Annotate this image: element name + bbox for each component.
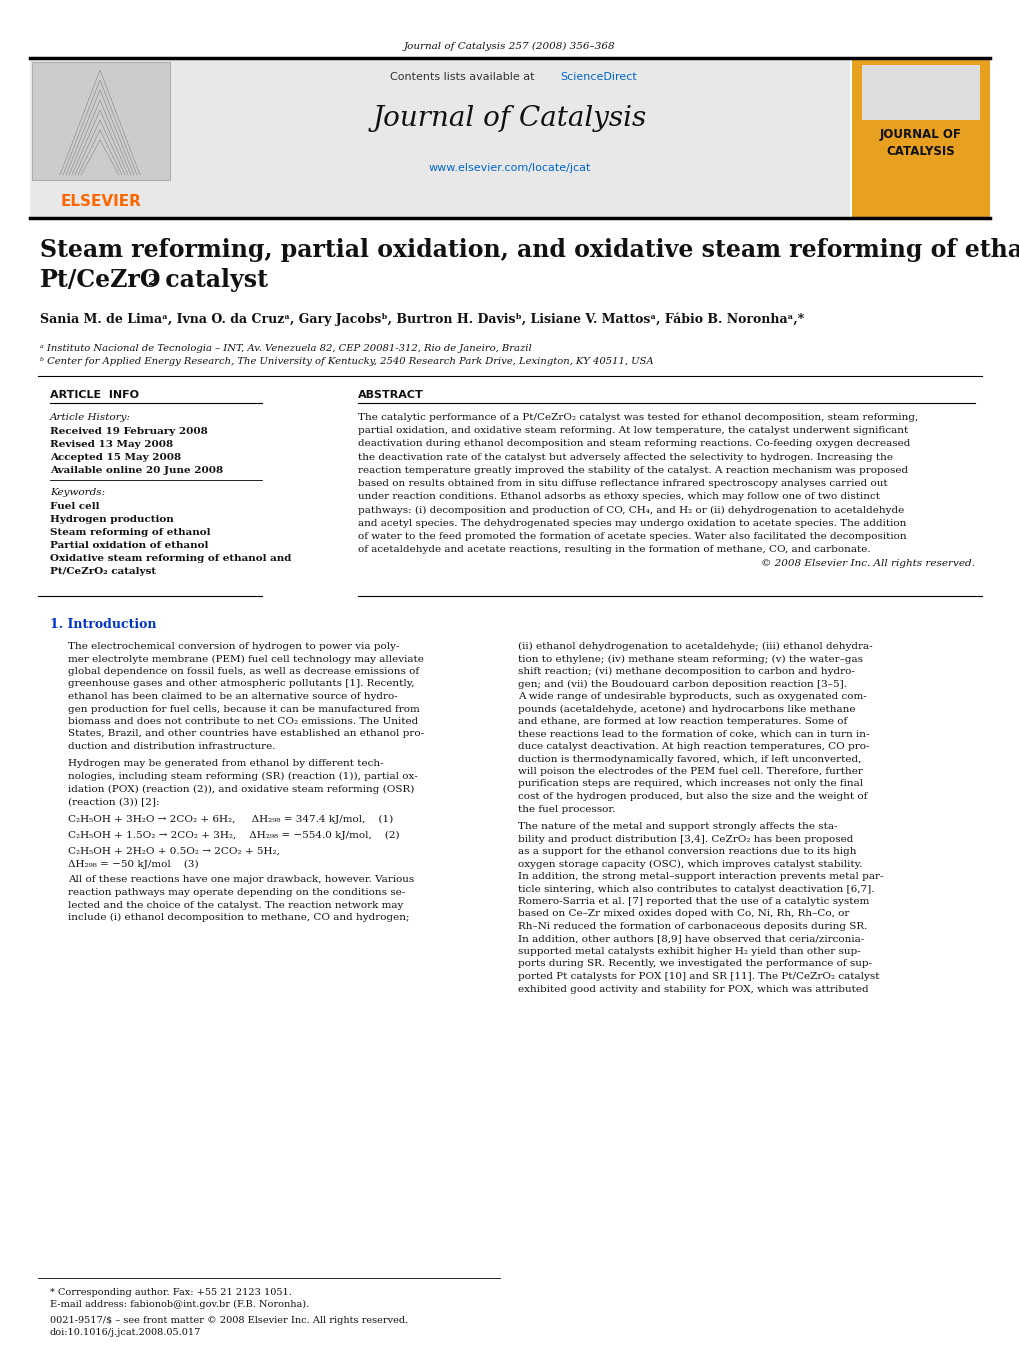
Text: supported metal catalysts exhibit higher H₂ yield than other sup-: supported metal catalysts exhibit higher… [518, 947, 860, 957]
Text: and ethane, are formed at low reaction temperatures. Some of: and ethane, are formed at low reaction t… [518, 717, 847, 725]
Text: gen; and (vii) the Boudouard carbon deposition reaction [3–5].: gen; and (vii) the Boudouard carbon depo… [518, 680, 846, 689]
Text: 2: 2 [148, 274, 158, 288]
Text: A wide range of undesirable byproducts, such as oxygenated com-: A wide range of undesirable byproducts, … [518, 692, 866, 701]
Text: deactivation during ethanol decomposition and steam reforming reactions. Co-feed: deactivation during ethanol decompositio… [358, 439, 910, 449]
Text: ARTICLE  INFO: ARTICLE INFO [50, 390, 139, 400]
Text: oxygen storage capacity (OSC), which improves catalyst stability.: oxygen storage capacity (OSC), which imp… [518, 859, 861, 869]
Text: (reaction (3)) [2]:: (reaction (3)) [2]: [68, 797, 159, 807]
Text: reaction pathways may operate depending on the conditions se-: reaction pathways may operate depending … [68, 888, 405, 897]
Text: ports during SR. Recently, we investigated the performance of sup-: ports during SR. Recently, we investigat… [518, 959, 871, 969]
Text: ported Pt catalysts for POX [10] and SR [11]. The Pt/CeZrO₂ catalyst: ported Pt catalysts for POX [10] and SR … [518, 971, 878, 981]
Text: ᵇ Center for Applied Energy Research, The University of Kentucky, 2540 Research : ᵇ Center for Applied Energy Research, Th… [40, 357, 653, 366]
Text: will poison the electrodes of the PEM fuel cell. Therefore, further: will poison the electrodes of the PEM fu… [518, 767, 862, 775]
Text: C₂H₅OH + 1.5O₂ → 2CO₂ + 3H₂,    ΔH₂₉₈ = −554.0 kJ/mol,    (2): C₂H₅OH + 1.5O₂ → 2CO₂ + 3H₂, ΔH₂₉₈ = −55… [68, 831, 399, 839]
Text: Accepted 15 May 2008: Accepted 15 May 2008 [50, 453, 181, 462]
Text: (ii) ethanol dehydrogenation to acetaldehyde; (iii) ethanol dehydra-: (ii) ethanol dehydrogenation to acetalde… [518, 642, 872, 651]
Text: ScienceDirect: ScienceDirect [559, 72, 636, 82]
Text: of acetaldehyde and acetate reactions, resulting in the formation of methane, CO: of acetaldehyde and acetate reactions, r… [358, 544, 870, 554]
Text: greenhouse gases and other atmospheric pollutants [1]. Recently,: greenhouse gases and other atmospheric p… [68, 680, 414, 689]
Text: ABSTRACT: ABSTRACT [358, 390, 423, 400]
Text: The catalytic performance of a Pt/CeZrO₂ catalyst was tested for ethanol decompo: The catalytic performance of a Pt/CeZrO₂… [358, 413, 917, 422]
Text: © 2008 Elsevier Inc. All rights reserved.: © 2008 Elsevier Inc. All rights reserved… [760, 559, 974, 569]
Text: pathways: (i) decomposition and production of CO, CH₄, and H₂ or (ii) dehydrogen: pathways: (i) decomposition and producti… [358, 505, 904, 515]
Text: Pt/CeZrO: Pt/CeZrO [40, 267, 161, 292]
Text: based on results obtained from in situ diffuse reflectance infrared spectroscopy: based on results obtained from in situ d… [358, 480, 887, 488]
Text: Journal of Catalysis: Journal of Catalysis [373, 105, 646, 132]
Text: JOURNAL OF
CATALYSIS: JOURNAL OF CATALYSIS [879, 128, 961, 158]
Text: reaction temperature greatly improved the stability of the catalyst. A reaction : reaction temperature greatly improved th… [358, 466, 907, 474]
Text: Pt/CeZrO₂ catalyst: Pt/CeZrO₂ catalyst [50, 567, 156, 576]
Text: Revised 13 May 2008: Revised 13 May 2008 [50, 440, 173, 449]
Text: duction is thermodynamically favored, which, if left unconverted,: duction is thermodynamically favored, wh… [518, 754, 860, 763]
Text: Keywords:: Keywords: [50, 488, 105, 497]
Text: idation (POX) (reaction (2)), and oxidative steam reforming (OSR): idation (POX) (reaction (2)), and oxidat… [68, 785, 414, 793]
Text: Hydrogen may be generated from ethanol by different tech-: Hydrogen may be generated from ethanol b… [68, 759, 383, 769]
Text: ΔH₂₉₈ = −50 kJ/mol    (3): ΔH₂₉₈ = −50 kJ/mol (3) [68, 859, 199, 869]
Text: E-mail address: fabionob@int.gov.br (F.B. Noronha).: E-mail address: fabionob@int.gov.br (F.B… [50, 1300, 309, 1309]
Text: pounds (acetaldehyde, acetone) and hydrocarbons like methane: pounds (acetaldehyde, acetone) and hydro… [518, 704, 855, 713]
Text: Oxidative steam reforming of ethanol and: Oxidative steam reforming of ethanol and [50, 554, 291, 563]
Bar [32, 62, 170, 180]
Text: doi:10.1016/j.jcat.2008.05.017: doi:10.1016/j.jcat.2008.05.017 [50, 1328, 201, 1337]
Text: 1. Introduction: 1. Introduction [50, 617, 156, 631]
Text: * Corresponding author. Fax: +55 21 2123 1051.: * Corresponding author. Fax: +55 21 2123… [50, 1288, 291, 1297]
Text: under reaction conditions. Ethanol adsorbs as ethoxy species, which may follow o: under reaction conditions. Ethanol adsor… [358, 492, 879, 501]
Text: purification steps are required, which increases not only the final: purification steps are required, which i… [518, 780, 862, 789]
Text: tion to ethylene; (iv) methane steam reforming; (v) the water–gas: tion to ethylene; (iv) methane steam ref… [518, 654, 862, 663]
Text: these reactions lead to the formation of coke, which can in turn in-: these reactions lead to the formation of… [518, 730, 868, 739]
Text: Rh–Ni reduced the formation of carbonaceous deposits during SR.: Rh–Ni reduced the formation of carbonace… [518, 921, 866, 931]
Bar [861, 65, 979, 120]
Text: C₂H₅OH + 2H₂O + 0.5O₂ → 2CO₂ + 5H₂,: C₂H₅OH + 2H₂O + 0.5O₂ → 2CO₂ + 5H₂, [68, 847, 279, 855]
Text: ticle sintering, which also contributes to catalyst deactivation [6,7].: ticle sintering, which also contributes … [518, 885, 873, 893]
Text: www.elsevier.com/locate/jcat: www.elsevier.com/locate/jcat [428, 163, 591, 173]
Text: the deactivation rate of the catalyst but adversely affected the selectivity to : the deactivation rate of the catalyst bu… [358, 453, 892, 462]
Text: In addition, other authors [8,9] have observed that ceria/zirconia-: In addition, other authors [8,9] have ob… [518, 935, 863, 943]
Text: Available online 20 June 2008: Available online 20 June 2008 [50, 466, 223, 476]
Text: The electrochemical conversion of hydrogen to power via poly-: The electrochemical conversion of hydrog… [68, 642, 399, 651]
Text: Steam reforming, partial oxidation, and oxidative steam reforming of ethanol ove: Steam reforming, partial oxidation, and … [40, 238, 1019, 262]
Text: Sania M. de Limaᵃ, Ivna O. da Cruzᵃ, Gary Jacobsᵇ, Burtron H. Davisᵇ, Lisiane V.: Sania M. de Limaᵃ, Ivna O. da Cruzᵃ, Gar… [40, 312, 803, 326]
Text: partial oxidation, and oxidative steam reforming. At low temperature, the cataly: partial oxidation, and oxidative steam r… [358, 426, 907, 435]
Text: of water to the feed promoted the formation of acetate species. Water also facil: of water to the feed promoted the format… [358, 532, 906, 540]
Text: cost of the hydrogen produced, but also the size and the weight of: cost of the hydrogen produced, but also … [518, 792, 866, 801]
Text: Romero-Sarria et al. [7] reported that the use of a catalytic system: Romero-Sarria et al. [7] reported that t… [518, 897, 868, 907]
Text: Hydrogen production: Hydrogen production [50, 515, 173, 524]
Text: nologies, including steam reforming (SR) (reaction (1)), partial ox-: nologies, including steam reforming (SR)… [68, 771, 418, 781]
Bar [851, 59, 989, 218]
Text: Contents lists available at: Contents lists available at [389, 72, 537, 82]
Text: duce catalyst deactivation. At high reaction temperatures, CO pro-: duce catalyst deactivation. At high reac… [518, 742, 868, 751]
Text: Steam reforming of ethanol: Steam reforming of ethanol [50, 528, 210, 536]
Text: Journal of Catalysis 257 (2008) 356–368: Journal of Catalysis 257 (2008) 356–368 [404, 42, 615, 51]
Text: mer electrolyte membrane (PEM) fuel cell technology may alleviate: mer electrolyte membrane (PEM) fuel cell… [68, 654, 424, 663]
Text: All of these reactions have one major drawback, however. Various: All of these reactions have one major dr… [68, 875, 414, 885]
Text: and acetyl species. The dehydrogenated species may undergo oxidation to acetate : and acetyl species. The dehydrogenated s… [358, 519, 906, 528]
Text: States, Brazil, and other countries have established an ethanol pro-: States, Brazil, and other countries have… [68, 730, 424, 739]
Text: as a support for the ethanol conversion reactions due to its high: as a support for the ethanol conversion … [518, 847, 856, 857]
Text: shift reaction; (vi) methane decomposition to carbon and hydro-: shift reaction; (vi) methane decompositi… [518, 667, 854, 676]
Text: 0021-9517/$ – see front matter © 2008 Elsevier Inc. All rights reserved.: 0021-9517/$ – see front matter © 2008 El… [50, 1316, 408, 1325]
Text: bility and product distribution [3,4]. CeZrO₂ has been proposed: bility and product distribution [3,4]. C… [518, 835, 853, 843]
Text: In addition, the strong metal–support interaction prevents metal par-: In addition, the strong metal–support in… [518, 871, 882, 881]
Text: biomass and does not contribute to net CO₂ emissions. The United: biomass and does not contribute to net C… [68, 717, 418, 725]
Text: Partial oxidation of ethanol: Partial oxidation of ethanol [50, 540, 208, 550]
Text: duction and distribution infrastructure.: duction and distribution infrastructure. [68, 742, 275, 751]
Text: gen production for fuel cells, because it can be manufactured from: gen production for fuel cells, because i… [68, 704, 420, 713]
Text: ethanol has been claimed to be an alternative source of hydro-: ethanol has been claimed to be an altern… [68, 692, 397, 701]
Bar [30, 59, 849, 218]
Text: Article History:: Article History: [50, 413, 130, 422]
Text: exhibited good activity and stability for POX, which was attributed: exhibited good activity and stability fo… [518, 985, 868, 993]
Text: lected and the choice of the catalyst. The reaction network may: lected and the choice of the catalyst. T… [68, 901, 403, 909]
Text: Received 19 February 2008: Received 19 February 2008 [50, 427, 208, 436]
Text: based on Ce–Zr mixed oxides doped with Co, Ni, Rh, Rh–Co, or: based on Ce–Zr mixed oxides doped with C… [518, 909, 849, 919]
Text: ELSEVIER: ELSEVIER [60, 195, 142, 209]
Text: global dependence on fossil fuels, as well as decrease emissions of: global dependence on fossil fuels, as we… [68, 667, 419, 676]
Text: ᵃ Instituto Nacional de Tecnologia – INT, Av. Venezuela 82, CEP 20081-312, Rio d: ᵃ Instituto Nacional de Tecnologia – INT… [40, 345, 531, 353]
Text: Fuel cell: Fuel cell [50, 503, 100, 511]
Text: catalyst: catalyst [157, 267, 268, 292]
Text: include (i) ethanol decomposition to methane, CO and hydrogen;: include (i) ethanol decomposition to met… [68, 913, 409, 923]
Text: the fuel processor.: the fuel processor. [518, 804, 614, 813]
Text: C₂H₅OH + 3H₂O → 2CO₂ + 6H₂,     ΔH₂₉₈ = 347.4 kJ/mol,    (1): C₂H₅OH + 3H₂O → 2CO₂ + 6H₂, ΔH₂₉₈ = 347.… [68, 815, 393, 824]
Text: The nature of the metal and support strongly affects the sta-: The nature of the metal and support stro… [518, 821, 837, 831]
